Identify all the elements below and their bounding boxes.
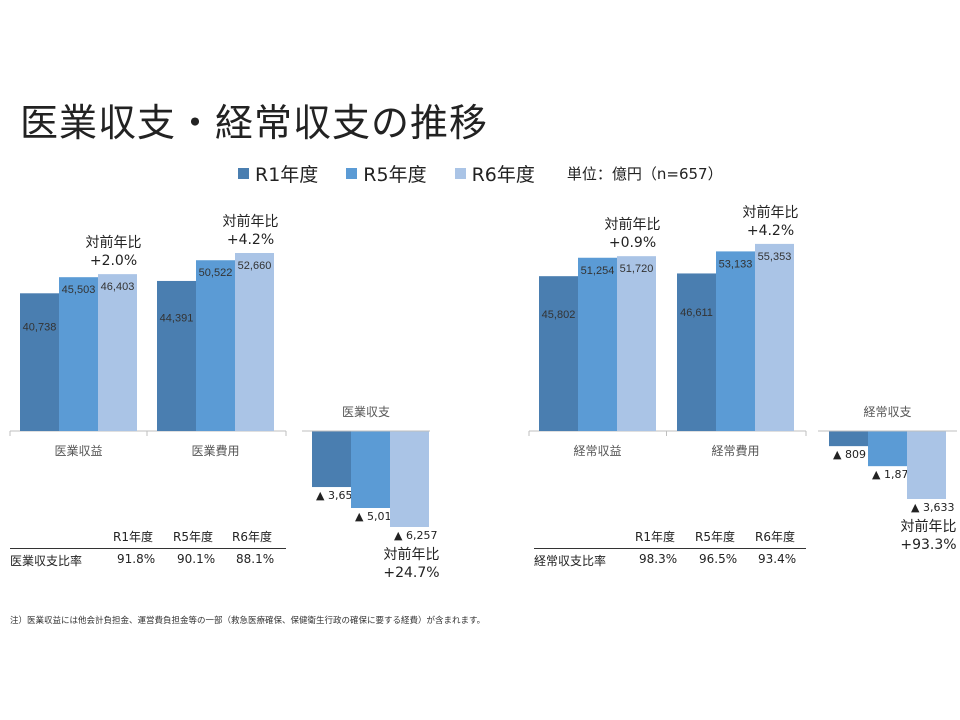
bar <box>235 253 274 431</box>
annotation-value: +0.9% <box>609 235 656 251</box>
table-divider <box>10 548 286 549</box>
category-label: 経常費用 <box>711 443 759 458</box>
legend-swatch-r1 <box>238 168 249 179</box>
category-label: 経常収益 <box>573 444 621 458</box>
data-label: ▲ 809 <box>833 448 866 461</box>
table-header: R1年度 <box>635 530 675 544</box>
data-label: ▲ 3,653 <box>316 489 359 502</box>
data-label: 45,802 <box>542 309 576 321</box>
table-cell: 96.5% <box>699 552 738 566</box>
bar <box>716 251 755 431</box>
table-header: R6年度 <box>755 530 795 544</box>
table-row-label: 経常収支比率 <box>534 554 607 568</box>
annotation-value: +2.0% <box>90 253 137 269</box>
table-cell: 88.1% <box>236 552 275 566</box>
bar <box>829 431 868 447</box>
table-divider <box>534 548 806 549</box>
bar <box>351 431 390 509</box>
legend-item-r1: R1年度 <box>238 160 318 187</box>
legend-item-r6: R6年度 <box>454 160 535 187</box>
legend-item-r5: R5年度 <box>346 160 427 187</box>
data-label: 46,611 <box>680 307 713 319</box>
table-header: R5年度 <box>173 530 213 544</box>
legend-swatch-r5 <box>346 168 358 179</box>
data-label: ▲ 3,633 <box>911 501 954 514</box>
data-label: 44,391 <box>160 312 194 324</box>
page-title: 医業収支・経常収支の推移 <box>20 101 489 145</box>
bar <box>868 431 907 467</box>
data-label: 40,738 <box>23 321 57 333</box>
annotation-label: 対前年比 <box>743 204 799 221</box>
ratio-table-ordinary: R1年度 R5年度 R6年度 経常収支比率 98.3% 96.5% 93.4% <box>534 524 806 574</box>
annotation-value: +24.7% <box>383 565 439 581</box>
table-header: R6年度 <box>232 530 272 544</box>
legend-label-r1: R1年度 <box>255 164 319 186</box>
bar <box>539 276 578 431</box>
bar <box>98 274 137 431</box>
data-label: 46,403 <box>101 281 135 293</box>
table-header: R5年度 <box>695 530 735 544</box>
annotation-label: 対前年比 <box>86 234 142 251</box>
data-label: 55,353 <box>758 251 792 263</box>
data-label: 51,254 <box>581 265 615 277</box>
bar <box>617 256 656 431</box>
table-header: R1年度 <box>113 530 153 544</box>
category-label: 医業収支 <box>342 405 390 419</box>
annotation-label: 対前年比 <box>605 216 661 233</box>
annotation-label: 対前年比 <box>901 518 957 535</box>
annotation-value: +4.2% <box>227 232 274 248</box>
bar <box>390 431 429 527</box>
data-label: 50,522 <box>199 267 233 279</box>
annotation-label: 対前年比 <box>223 213 279 230</box>
footnote: 注）医業収益には他会計負担金、運営費負担金等の一部（救急医療確保、保健衛生行政の… <box>10 616 486 626</box>
bar <box>196 260 235 431</box>
data-label: 52,660 <box>238 260 272 272</box>
bar <box>907 431 946 499</box>
category-label: 医業収益 <box>54 444 102 458</box>
table-cell: 90.1% <box>177 552 216 566</box>
legend: R1年度 R5年度 R6年度 単位：億円（n=657） <box>238 160 723 187</box>
annotation-value: +93.3% <box>900 537 956 553</box>
data-label: ▲ 5,019 <box>355 510 398 523</box>
bar <box>578 257 617 431</box>
data-label: 45,503 <box>62 284 96 296</box>
legend-label-r6: R6年度 <box>471 164 535 186</box>
data-label: 53,133 <box>719 258 753 270</box>
bar <box>677 273 716 431</box>
legend-label-r5: R5年度 <box>363 164 427 186</box>
table-cell: 98.3% <box>639 552 678 566</box>
category-label: 医業費用 <box>191 443 239 458</box>
table-cell: 91.8% <box>117 552 156 566</box>
bar <box>157 280 196 431</box>
data-label: ▲ 6,257 <box>394 529 437 542</box>
annotation-label: 対前年比 <box>384 546 440 563</box>
ratio-table-medical: R1年度 R5年度 R6年度 医業収支比率 91.8% 90.1% 88.1% <box>10 524 286 574</box>
bar <box>59 277 98 431</box>
annotation-value: +4.2% <box>747 223 794 239</box>
category-label: 経常収支 <box>863 405 911 419</box>
bar <box>755 243 794 431</box>
table-row-label: 医業収支比率 <box>10 554 83 568</box>
data-label: 51,720 <box>620 263 654 275</box>
data-label: ▲ 1,879 <box>872 468 915 481</box>
unit-label: 単位：億円（n=657） <box>566 165 723 183</box>
table-cell: 93.4% <box>758 552 797 566</box>
bar <box>312 431 351 488</box>
legend-swatch-r6 <box>454 168 466 179</box>
bar <box>20 293 59 431</box>
